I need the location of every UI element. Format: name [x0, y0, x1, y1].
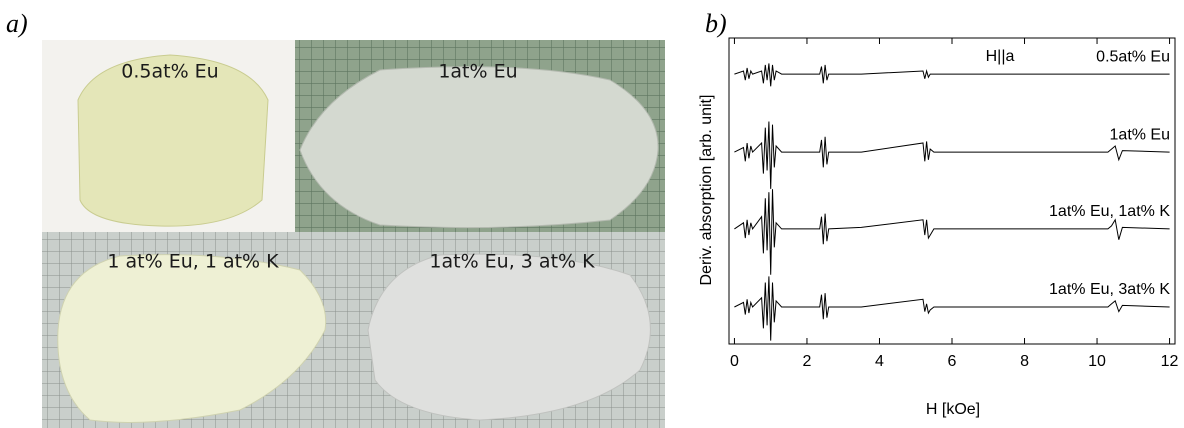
- series-label: 1at% Eu, 3at% K: [1049, 281, 1170, 298]
- y-axis-label: Deriv. absorption [arb. unit]: [698, 95, 715, 286]
- x-tick-label: 8: [1020, 353, 1029, 370]
- photo-label: 0.5at% Eu: [121, 61, 218, 83]
- annotation: H||a: [986, 48, 1015, 65]
- panel-label: b): [705, 9, 727, 38]
- crystal: [367, 253, 651, 421]
- photo-grid: [42, 40, 665, 428]
- series-label: 1at% Eu, 1at% K: [1049, 203, 1170, 220]
- spectrum-line: [734, 121, 1170, 189]
- spectrum-line: [734, 276, 1170, 341]
- series-label: 1at% Eu: [1110, 126, 1170, 143]
- x-tick-label: 10: [1088, 353, 1106, 370]
- panel-label: a): [6, 9, 28, 38]
- photo-label: 1 at% Eu, 1 at% K: [107, 251, 279, 273]
- photo-label: 1at% Eu, 3 at% K: [429, 251, 595, 273]
- x-tick-label: 12: [1161, 353, 1179, 370]
- x-tick-label: 4: [875, 353, 884, 370]
- series-label: 0.5at% Eu: [1096, 48, 1170, 65]
- x-tick-label: 0: [730, 353, 739, 370]
- spectrum-line: [734, 63, 1170, 87]
- photo-label: 1at% Eu: [438, 61, 517, 83]
- x-tick-label: 6: [948, 353, 957, 370]
- crystal: [77, 54, 269, 227]
- crystal: [57, 254, 327, 423]
- x-axis-label: H [kOe]: [926, 401, 980, 418]
- crystal: [299, 66, 659, 229]
- x-tick-label: 2: [803, 353, 812, 370]
- spectrum-line: [734, 189, 1170, 275]
